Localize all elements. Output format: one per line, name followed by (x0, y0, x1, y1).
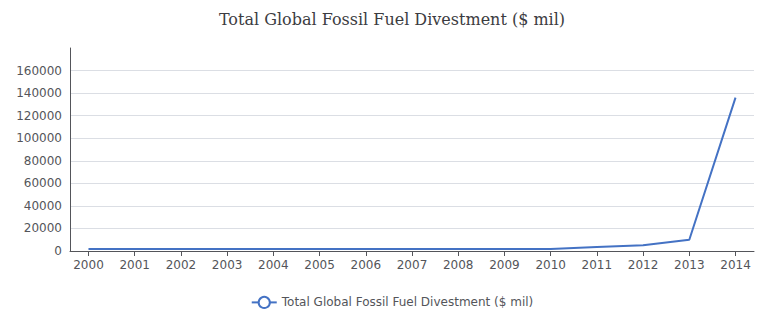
svg-text:2008: 2008 (443, 258, 474, 272)
svg-text:2010: 2010 (535, 258, 566, 272)
svg-text:2005: 2005 (304, 258, 335, 272)
svg-text:2009: 2009 (489, 258, 520, 272)
svg-text:2014: 2014 (720, 258, 751, 272)
svg-text:2002: 2002 (166, 258, 197, 272)
svg-text:100000: 100000 (16, 131, 62, 145)
svg-text:60000: 60000 (24, 176, 62, 190)
svg-text:Total Global Fossil Fuel Dives: Total Global Fossil Fuel Divestment ($ m… (281, 295, 534, 309)
svg-text:40000: 40000 (24, 199, 62, 213)
svg-text:2001: 2001 (119, 258, 150, 272)
svg-text:Total Global Fossil Fuel Dives: Total Global Fossil Fuel Divestment ($ m… (219, 10, 565, 29)
svg-text:2004: 2004 (258, 258, 289, 272)
svg-text:2006: 2006 (351, 258, 382, 272)
svg-text:20000: 20000 (24, 221, 62, 235)
svg-text:2013: 2013 (674, 258, 705, 272)
svg-text:0: 0 (54, 244, 62, 258)
svg-text:2011: 2011 (582, 258, 613, 272)
svg-text:2007: 2007 (397, 258, 428, 272)
svg-text:80000: 80000 (24, 154, 62, 168)
svg-text:2000: 2000 (73, 258, 104, 272)
svg-text:2012: 2012 (628, 258, 659, 272)
svg-text:2003: 2003 (212, 258, 243, 272)
svg-text:120000: 120000 (16, 109, 62, 123)
svg-text:160000: 160000 (16, 64, 62, 78)
svg-text:140000: 140000 (16, 86, 62, 100)
